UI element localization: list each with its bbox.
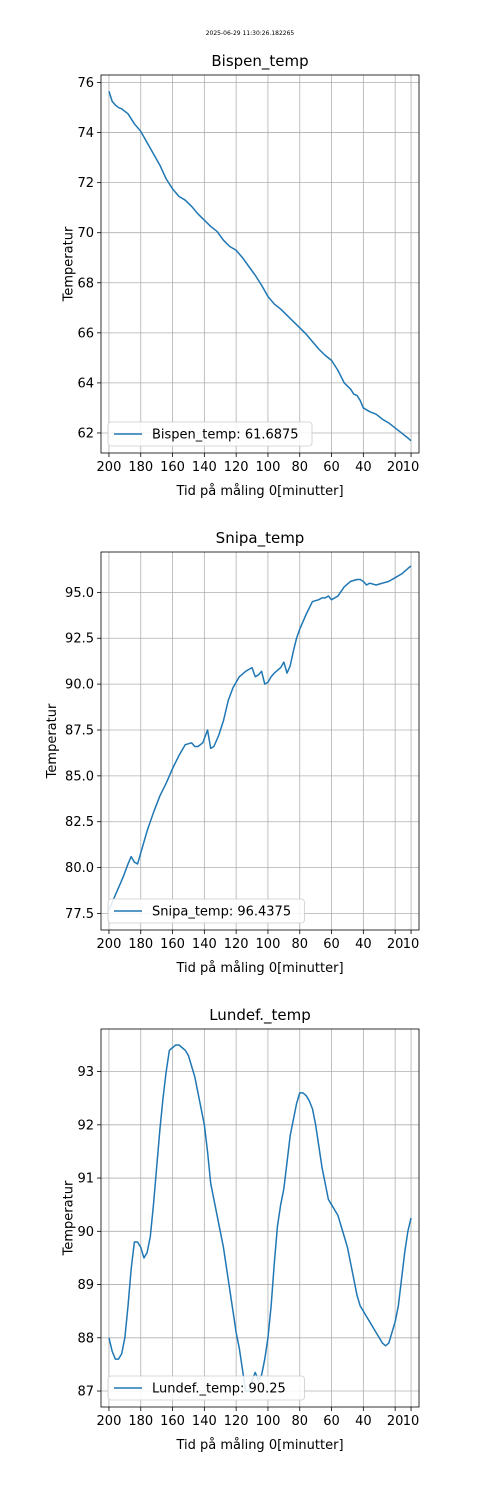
series-line	[108, 565, 412, 911]
legend: Lundef._temp: 90.25	[107, 1375, 305, 1401]
x-tick-label: 200	[97, 937, 122, 952]
x-tick-label: 10	[403, 460, 420, 475]
x-tick-label: 180	[128, 937, 153, 952]
series-line	[108, 91, 412, 442]
legend-box	[107, 898, 305, 924]
x-axis-label: Tid på måling 0[minutter]	[175, 1438, 343, 1453]
y-tick-label: 90.0	[65, 678, 94, 693]
y-tick-label: 62	[77, 426, 94, 441]
subplots: 200 180 160 140 120 100 80 60 40 20 10626466687072…	[45, 52, 420, 1453]
x-tick-label: 140	[192, 1414, 217, 1429]
figure-timestamp: 2025-06-29 11:30:26.182265	[206, 30, 295, 37]
x-tick-label: 160	[160, 460, 185, 475]
x-tick-label: 40	[355, 1414, 372, 1429]
chart-title: Snipa_temp	[216, 529, 305, 548]
y-tick-label: 88	[77, 1331, 94, 1346]
y-tick-label: 80.0	[65, 861, 94, 876]
y-tick-label: 92.5	[65, 632, 94, 647]
chart-title: Bispen_temp	[211, 52, 308, 71]
axes-frame	[100, 551, 420, 931]
y-axis-label: Temperatur	[62, 1180, 77, 1256]
y-tick-label: 87	[77, 1385, 94, 1400]
x-axis-label: Tid på måling 0[minutter]	[175, 484, 343, 499]
y-tick-label: 89	[77, 1278, 94, 1293]
x-axis-label: Tid på måling 0[minutter]	[175, 961, 343, 976]
legend-label: Bispen_temp: 61.6875	[152, 428, 299, 443]
x-tick-label: 20	[387, 937, 404, 952]
x-tick-label: 100	[256, 460, 281, 475]
x-tick-label: 100	[256, 1414, 281, 1429]
y-tick-label: 87.5	[65, 723, 94, 738]
x-tick-label: 60	[323, 460, 340, 475]
y-tick-label: 82.5	[65, 815, 94, 830]
x-tick-label: 10	[403, 1414, 420, 1429]
legend: Snipa_temp: 96.4375	[107, 898, 305, 924]
legend-label: Snipa_temp: 96.4375	[152, 905, 291, 920]
y-tick-label: 64	[77, 376, 94, 391]
y-tick-label: 91	[77, 1172, 94, 1187]
y-tick-label: 72	[77, 176, 94, 191]
x-tick-label: 200	[97, 1414, 122, 1429]
x-tick-label: 160	[160, 937, 185, 952]
x-tick-label: 180	[128, 1414, 153, 1429]
plot-area	[101, 1029, 419, 1407]
x-tick-label: 40	[355, 937, 372, 952]
subplot-2: 200 180 160 140 120 100 80 60 40 20 10 77.5 80.0 82.5…	[45, 529, 420, 976]
y-tick-label: 85.0	[65, 769, 94, 784]
x-tick-label: 120	[224, 937, 249, 952]
x-tick-label: 200	[97, 460, 122, 475]
y-axis-label: Temperatur	[62, 226, 77, 302]
x-tick-label: 100	[256, 937, 281, 952]
chart-title: Lundef._temp	[209, 1006, 311, 1025]
x-tick-label: 60	[323, 937, 340, 952]
plot-area	[101, 75, 419, 453]
legend-label: Lundef._temp: 90.25	[152, 1382, 286, 1397]
y-tick-label: 77.5	[65, 907, 94, 922]
x-tick-label: 60	[323, 1414, 340, 1429]
y-tick-label: 92	[77, 1118, 94, 1133]
y-tick-label: 66	[77, 326, 94, 341]
x-tick-label: 140	[192, 937, 217, 952]
x-tick-label: 20	[387, 460, 404, 475]
x-tick-label: 10	[403, 937, 420, 952]
x-tick-label: 180	[128, 460, 153, 475]
x-tick-label: 120	[224, 1414, 249, 1429]
legend-box	[107, 1375, 305, 1401]
subplot-1: 200 180 160 140 120 100 80 60 40 20 10 62 64 66 68 70 72…	[62, 52, 420, 499]
legend-box	[107, 421, 313, 447]
y-tick-label: 95.0	[65, 586, 94, 601]
x-tick-label: 40	[355, 460, 372, 475]
y-tick-label: 70	[77, 226, 94, 241]
axes-frame	[100, 1028, 420, 1408]
x-tick-label: 80	[291, 937, 308, 952]
legend: Bispen_temp: 61.6875	[107, 421, 313, 447]
subplot-3: 200 180 160 140 120 100 80 60 40 20 10 87 88 89 90 91 92…	[62, 1006, 420, 1453]
x-tick-label: 160	[160, 1414, 185, 1429]
x-tick-label: 80	[291, 1414, 308, 1429]
x-tick-label: 20	[387, 1414, 404, 1429]
x-tick-label: 140	[192, 460, 217, 475]
y-tick-label: 74	[77, 126, 94, 141]
x-tick-label: 120	[224, 460, 249, 475]
y-tick-label: 93	[77, 1065, 94, 1080]
y-tick-label: 76	[77, 76, 94, 91]
plot-area	[101, 552, 419, 930]
x-tick-label: 80	[291, 460, 308, 475]
y-axis-label: Temperatur	[45, 703, 60, 779]
axes-frame	[100, 74, 420, 454]
y-tick-label: 90	[77, 1225, 94, 1240]
y-tick-label: 68	[77, 276, 94, 291]
